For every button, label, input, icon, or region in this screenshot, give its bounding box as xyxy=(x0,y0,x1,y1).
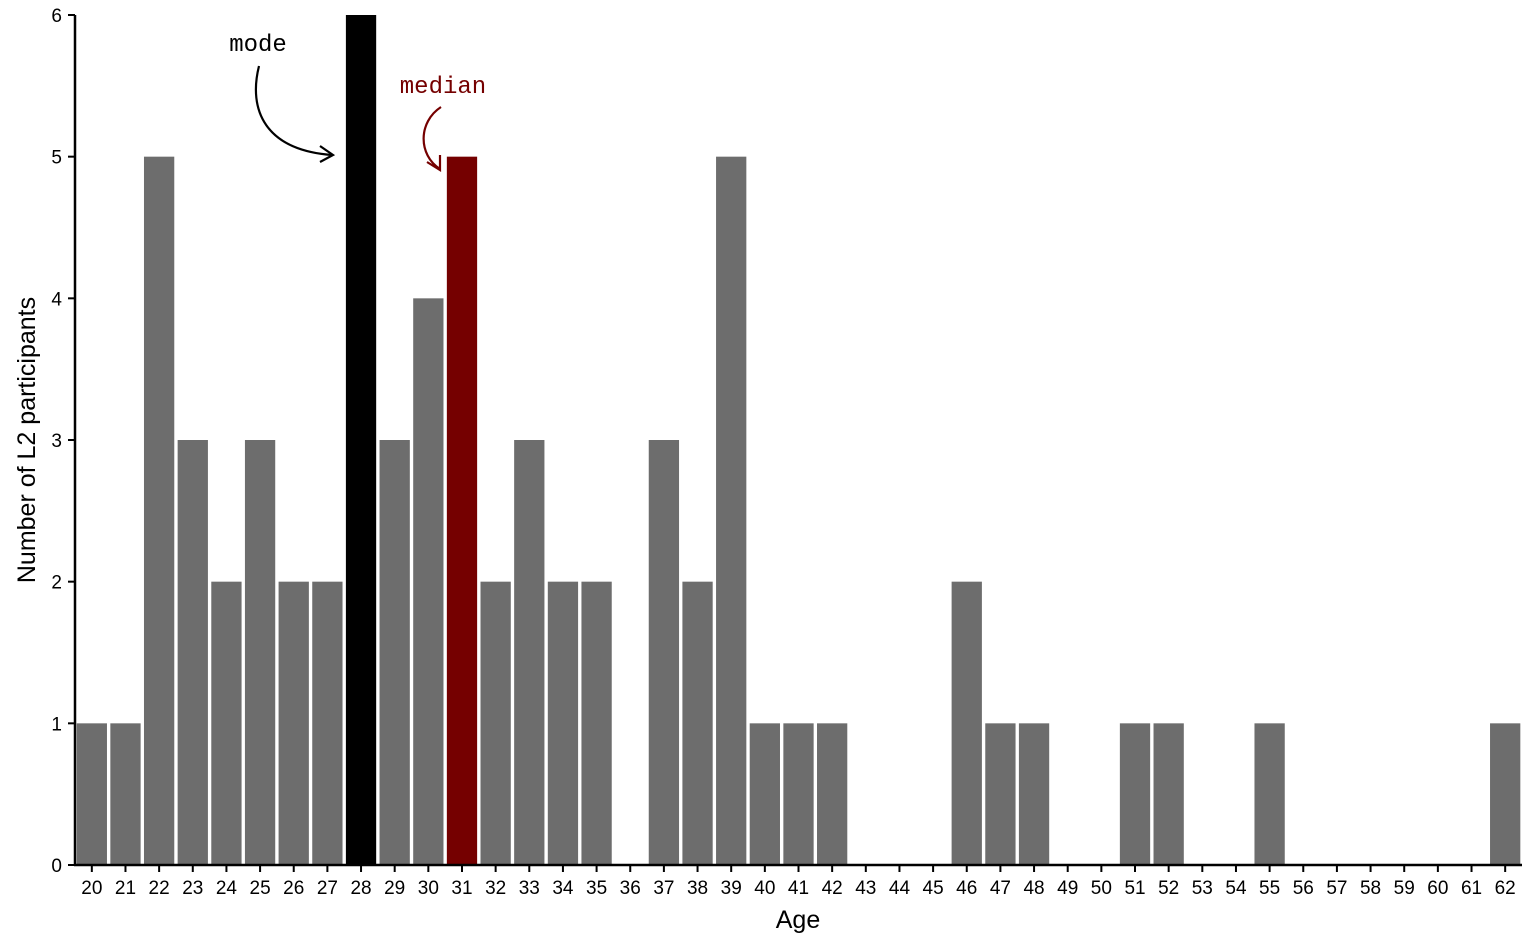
bar-age-22 xyxy=(143,156,175,865)
bar-age-31 xyxy=(446,156,478,865)
x-tick-label: 51 xyxy=(1124,878,1145,899)
x-tick-label: 49 xyxy=(1057,878,1078,899)
y-tick-label: 5 xyxy=(51,148,62,169)
x-tick-label: 59 xyxy=(1394,878,1415,899)
bar-age-52 xyxy=(1153,723,1184,865)
bar-age-39 xyxy=(716,156,747,865)
bar-age-28 xyxy=(345,15,377,865)
y-axis: 0 1 2 3 4 5 6 xyxy=(51,6,77,877)
bar-age-27 xyxy=(312,581,343,865)
x-tick-label: 38 xyxy=(687,878,708,899)
x-tick-label: 36 xyxy=(620,878,641,899)
mode-label: mode xyxy=(229,32,287,59)
x-tick-label: 39 xyxy=(721,878,742,899)
x-tick-label: 52 xyxy=(1158,878,1179,899)
x-tick-label: 48 xyxy=(1023,878,1044,899)
bar-age-42 xyxy=(817,723,848,865)
bar-age-62 xyxy=(1490,723,1521,865)
x-tick-label: 26 xyxy=(283,878,304,899)
bar-age-47 xyxy=(985,723,1016,865)
x-tick-label: 40 xyxy=(754,878,775,899)
x-tick-label: 27 xyxy=(317,878,338,899)
x-tick-label: 28 xyxy=(350,878,371,899)
mode-arrow-icon xyxy=(254,65,333,157)
x-tick-label: 34 xyxy=(552,878,574,899)
bar-age-24 xyxy=(211,581,242,865)
x-tick-label: 37 xyxy=(653,878,674,899)
bar-age-38 xyxy=(682,581,713,865)
bar-age-41 xyxy=(783,723,814,865)
bar-age-55 xyxy=(1254,723,1285,865)
x-tick-label: 57 xyxy=(1326,878,1347,899)
x-tick-label: 43 xyxy=(855,878,876,899)
bar-age-20 xyxy=(76,723,107,865)
x-tick-label: 58 xyxy=(1360,878,1381,899)
mode-arrowhead-icon xyxy=(319,145,336,163)
bar-age-40 xyxy=(749,723,780,865)
x-tick-label: 25 xyxy=(250,878,271,899)
bar-age-32 xyxy=(480,581,511,865)
x-tick-label: 61 xyxy=(1461,878,1482,899)
bar-age-21 xyxy=(110,723,141,865)
x-tick-label: 42 xyxy=(822,878,843,899)
median-label: median xyxy=(400,74,486,101)
x-axis-title: Age xyxy=(776,906,820,934)
x-tick-label: 56 xyxy=(1293,878,1314,899)
x-tick-label: 41 xyxy=(788,878,809,899)
bar-age-51 xyxy=(1119,723,1151,865)
x-tick-label: 55 xyxy=(1259,878,1280,899)
y-tick-label: 4 xyxy=(51,289,62,310)
x-tick-label: 21 xyxy=(115,878,136,899)
x-tick-label: 46 xyxy=(956,878,977,899)
y-tick-label: 6 xyxy=(51,6,62,27)
median-arrow-icon xyxy=(422,106,442,170)
x-axis: 20 21 22 23 24 25 26 27 28 29 30 31 32 33 34 35 36 37 38 39… xyxy=(74,863,1522,899)
bars-group xyxy=(76,15,1521,865)
x-tick-label: 33 xyxy=(519,878,540,899)
x-tick-label: 60 xyxy=(1427,878,1448,899)
bar-age-33 xyxy=(514,440,545,865)
y-tick-label: 3 xyxy=(51,431,62,452)
x-tick-label: 47 xyxy=(990,878,1011,899)
x-tick-label: 50 xyxy=(1091,878,1112,899)
median-annotation: median xyxy=(400,74,486,172)
x-tick-label: 24 xyxy=(216,878,238,899)
x-tick-label: 35 xyxy=(586,878,607,899)
mode-annotation: mode xyxy=(229,32,336,163)
bar-age-30 xyxy=(413,298,444,865)
y-tick-label: 0 xyxy=(51,856,62,877)
x-tick-label: 20 xyxy=(81,878,102,899)
x-tick-label: 30 xyxy=(418,878,439,899)
y-tick-label: 1 xyxy=(51,714,62,735)
bar-age-29 xyxy=(379,440,410,865)
bar-age-46 xyxy=(951,581,982,865)
x-tick-label: 62 xyxy=(1495,878,1516,899)
bar-age-48 xyxy=(1018,723,1050,865)
x-tick-label: 31 xyxy=(451,878,472,899)
x-tick-label: 54 xyxy=(1225,878,1247,899)
x-tick-label: 32 xyxy=(485,878,506,899)
x-tick-label: 44 xyxy=(889,878,911,899)
y-axis-title: Number of L2 participants xyxy=(13,297,41,583)
bar-age-26 xyxy=(278,581,309,865)
bar-age-35 xyxy=(581,581,612,865)
bar-age-23 xyxy=(177,440,208,865)
x-tick-label: 53 xyxy=(1192,878,1213,899)
median-arrowhead-icon xyxy=(426,155,442,172)
x-tick-label: 29 xyxy=(384,878,405,899)
x-tick-label: 23 xyxy=(182,878,203,899)
bar-age-34 xyxy=(547,581,579,865)
x-tick-label: 45 xyxy=(923,878,944,899)
bar-age-25 xyxy=(244,440,276,865)
x-tick-label: 22 xyxy=(149,878,170,899)
y-tick-label: 2 xyxy=(51,573,62,594)
bar-age-37 xyxy=(648,440,680,865)
